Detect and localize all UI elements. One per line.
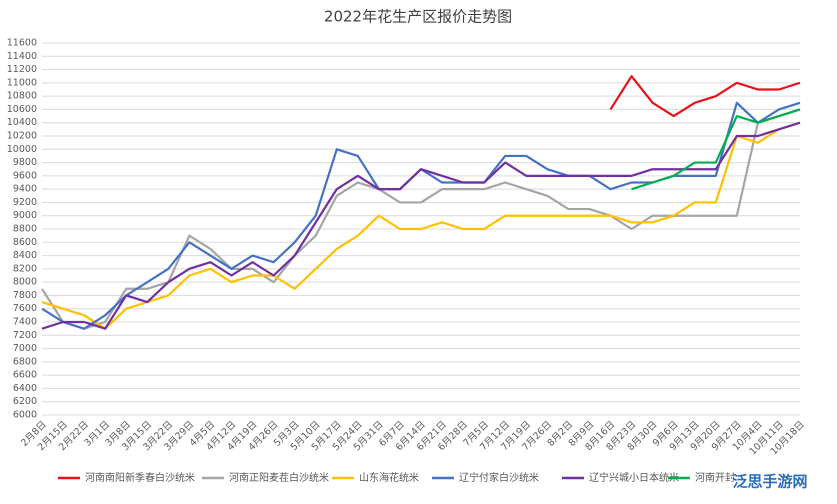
y-tick-label: 8000 <box>13 277 37 288</box>
legend-label: 辽宁付家白沙统米 <box>459 471 539 484</box>
y-tick-label: 8200 <box>13 263 37 274</box>
legend-label: 河南南阳新季春白沙统米 <box>85 471 195 484</box>
series-line <box>41 121 801 330</box>
y-tick-label: 9200 <box>13 197 37 208</box>
series-line <box>609 75 801 118</box>
y-tick-label: 9400 <box>13 184 37 195</box>
y-tick-label: 6800 <box>13 356 37 367</box>
y-tick-label: 11000 <box>7 77 37 88</box>
y-tick-label: 9000 <box>13 210 37 221</box>
legend-label: 河南开封 <box>695 471 735 484</box>
y-tick-label: 10400 <box>7 117 37 128</box>
chart-title: 2022年花生产区报价走势图 <box>324 8 512 26</box>
series-line <box>41 121 801 330</box>
y-tick-label: 11600 <box>7 38 37 49</box>
y-tick-label: 6200 <box>13 396 37 407</box>
y-tick-label: 11400 <box>7 51 37 62</box>
y-tick-label: 8800 <box>13 224 37 235</box>
y-tick-label: 10800 <box>7 91 37 102</box>
y-tick-label: 6400 <box>13 383 37 394</box>
watermark: 泛思手游网 <box>732 473 807 491</box>
y-tick-label: 10200 <box>7 131 37 142</box>
series-line <box>631 108 801 191</box>
y-tick-label: 9800 <box>13 157 37 168</box>
legend-label: 河南正阳麦茬白沙统米 <box>229 471 329 484</box>
y-tick-label: 6000 <box>13 410 37 421</box>
y-tick-label: 6600 <box>13 370 37 381</box>
y-tick-label: 11200 <box>7 64 37 75</box>
y-tick-label: 7400 <box>13 317 37 328</box>
legend-label: 山东海花统米 <box>359 471 419 484</box>
legend-label: 辽宁兴城小日本统米 <box>589 471 679 484</box>
y-tick-label: 9600 <box>13 170 37 181</box>
y-tick-label: 8600 <box>13 237 37 248</box>
y-tick-label: 7800 <box>13 290 37 301</box>
y-tick-label: 10000 <box>7 144 37 155</box>
y-tick-label: 8400 <box>13 250 37 261</box>
y-tick-label: 7600 <box>13 303 37 314</box>
y-tick-label: 7000 <box>13 343 37 354</box>
y-tick-label: 7200 <box>13 330 37 341</box>
y-tick-label: 10600 <box>7 104 37 115</box>
